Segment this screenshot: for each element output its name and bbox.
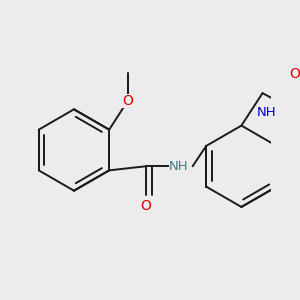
Text: NH: NH	[169, 160, 188, 173]
Text: O: O	[290, 67, 300, 80]
Text: O: O	[140, 199, 151, 213]
Text: O: O	[122, 94, 133, 108]
Text: NH: NH	[257, 106, 276, 119]
